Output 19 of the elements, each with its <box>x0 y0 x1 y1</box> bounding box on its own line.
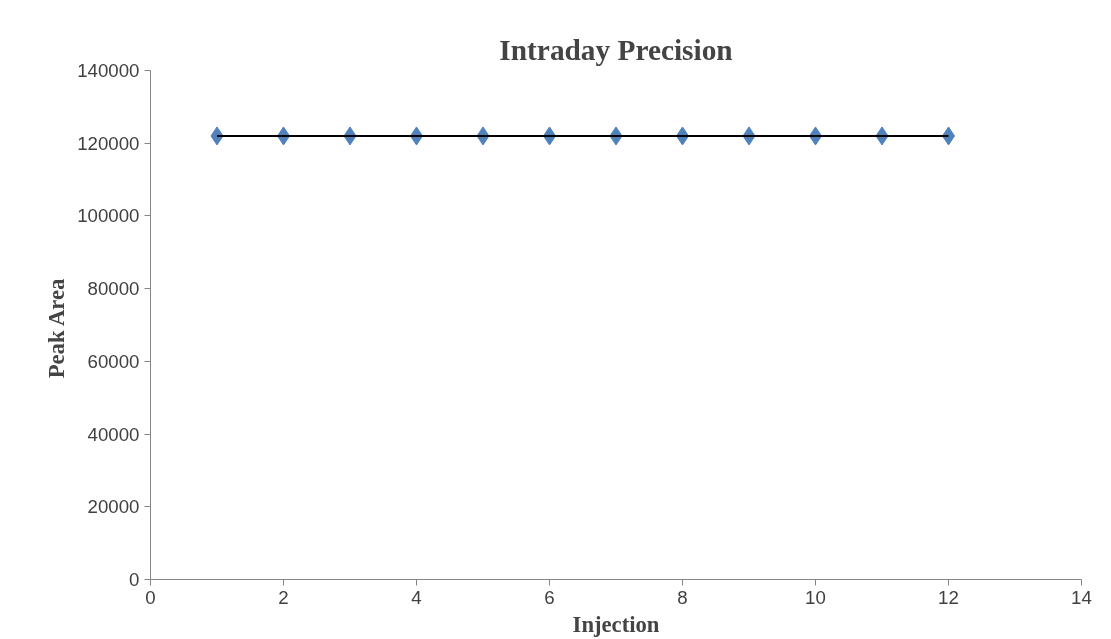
y-tick-label: 20000 <box>87 496 140 518</box>
y-tick-label: 100000 <box>77 205 140 227</box>
x-tick-label: 8 <box>677 586 688 608</box>
y-tick-label: 120000 <box>77 132 140 154</box>
x-tick-label: 10 <box>805 586 826 608</box>
x-tick-label: 6 <box>544 586 555 608</box>
y-tick-label: 140000 <box>77 60 140 81</box>
y-tick-label: 40000 <box>87 423 140 445</box>
y-axis-title: Peak Area <box>44 278 70 379</box>
x-tick-label: 12 <box>938 586 959 608</box>
y-tick-label: 0 <box>129 569 140 590</box>
x-tick-label: 0 <box>145 586 156 608</box>
x-tick-label: 2 <box>278 586 289 608</box>
x-axis-title: Injection <box>572 611 660 637</box>
x-tick-label: 14 <box>1071 586 1092 608</box>
chart-title: Intraday Precision <box>499 33 733 66</box>
y-tick-label: 60000 <box>87 350 140 372</box>
x-tick-label: 4 <box>411 586 422 608</box>
y-tick-label: 80000 <box>87 278 140 300</box>
